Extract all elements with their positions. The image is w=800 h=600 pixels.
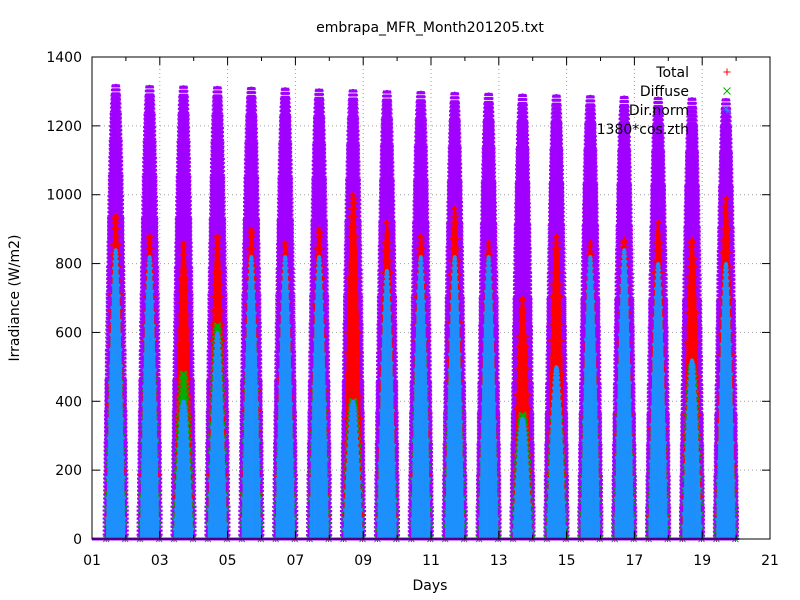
legend-label-3: 1380*cos.zth [597, 122, 689, 138]
data-point [114, 84, 117, 87]
x-tick-label: 17 [625, 553, 643, 569]
data-point [216, 235, 219, 238]
data-point [691, 358, 694, 361]
data-point [419, 91, 422, 94]
data-point [385, 269, 388, 272]
data-point [623, 95, 626, 98]
y-tick-label: 800 [55, 257, 82, 273]
data-point [352, 400, 355, 403]
data-point [487, 92, 490, 95]
data-point [657, 262, 660, 265]
x-tick-label: 15 [558, 553, 576, 569]
data-point [148, 235, 151, 238]
data-point [453, 92, 456, 95]
x-axis-label: Days [413, 578, 448, 594]
data-point [555, 235, 558, 238]
x-tick-label: 03 [151, 553, 169, 569]
data-point [487, 255, 490, 258]
y-tick-label: 200 [55, 463, 82, 479]
data-point [284, 255, 287, 258]
data-point [555, 94, 558, 97]
legend-label-0: Total [655, 65, 689, 81]
data-point [250, 255, 253, 258]
data-point [453, 255, 456, 258]
data-point [352, 193, 355, 196]
data-point [182, 85, 185, 88]
legend-label-1: Diffuse [640, 84, 689, 100]
data-point [148, 255, 151, 258]
data-point [521, 414, 524, 417]
data-point [148, 85, 151, 88]
x-tick-label: 21 [761, 553, 779, 569]
x-tick-label: 05 [219, 553, 237, 569]
x-tick-label: 01 [83, 553, 101, 569]
data-point [657, 221, 660, 224]
data-point [589, 241, 592, 244]
data-point [114, 214, 117, 217]
x-tick-label: 07 [286, 553, 304, 569]
y-tick-label: 600 [55, 325, 82, 341]
data-point [453, 207, 456, 210]
data-point [182, 372, 185, 375]
data-point [216, 331, 219, 334]
y-tick-label: 0 [73, 532, 82, 548]
x-tick-label: 13 [490, 553, 508, 569]
data-point [487, 241, 490, 244]
data-point [691, 97, 694, 100]
chart-title: embrapa_MFR_Month201205.txt [316, 20, 544, 36]
data-point [385, 90, 388, 93]
data-point [318, 88, 321, 91]
data-point [419, 255, 422, 258]
y-axis-label: Irradiance (W/m2) [7, 235, 23, 362]
y-tick-label: 1200 [46, 119, 82, 135]
data-point [623, 238, 626, 241]
data-point [284, 87, 287, 90]
data-point [691, 238, 694, 241]
y-tick-label: 1000 [46, 188, 82, 204]
data-point [352, 89, 355, 92]
data-point [555, 365, 558, 368]
data-point [114, 248, 117, 251]
data-point [284, 241, 287, 244]
data-point [250, 228, 253, 231]
x-tick-label: 19 [693, 553, 711, 569]
data-point [318, 228, 321, 231]
data-point [182, 241, 185, 244]
data-point [623, 248, 626, 251]
data-point [385, 221, 388, 224]
data-point [521, 297, 524, 300]
data-point [724, 262, 727, 265]
data-point [419, 235, 422, 238]
data-point [182, 400, 185, 403]
y-tick-label: 400 [55, 394, 82, 410]
data-point [724, 197, 727, 200]
data-point [216, 324, 219, 327]
data-point [724, 98, 727, 101]
data-point [216, 86, 219, 89]
data-point [589, 255, 592, 258]
x-tick-label: 09 [354, 553, 372, 569]
data-point [589, 95, 592, 98]
legend-label-2: Dir.norm [629, 103, 689, 119]
x-tick-label: 11 [422, 553, 440, 569]
data-point [250, 86, 253, 89]
data-point [318, 255, 321, 258]
y-tick-label: 1400 [46, 50, 82, 66]
data-point [521, 93, 524, 96]
data-point [521, 417, 524, 420]
